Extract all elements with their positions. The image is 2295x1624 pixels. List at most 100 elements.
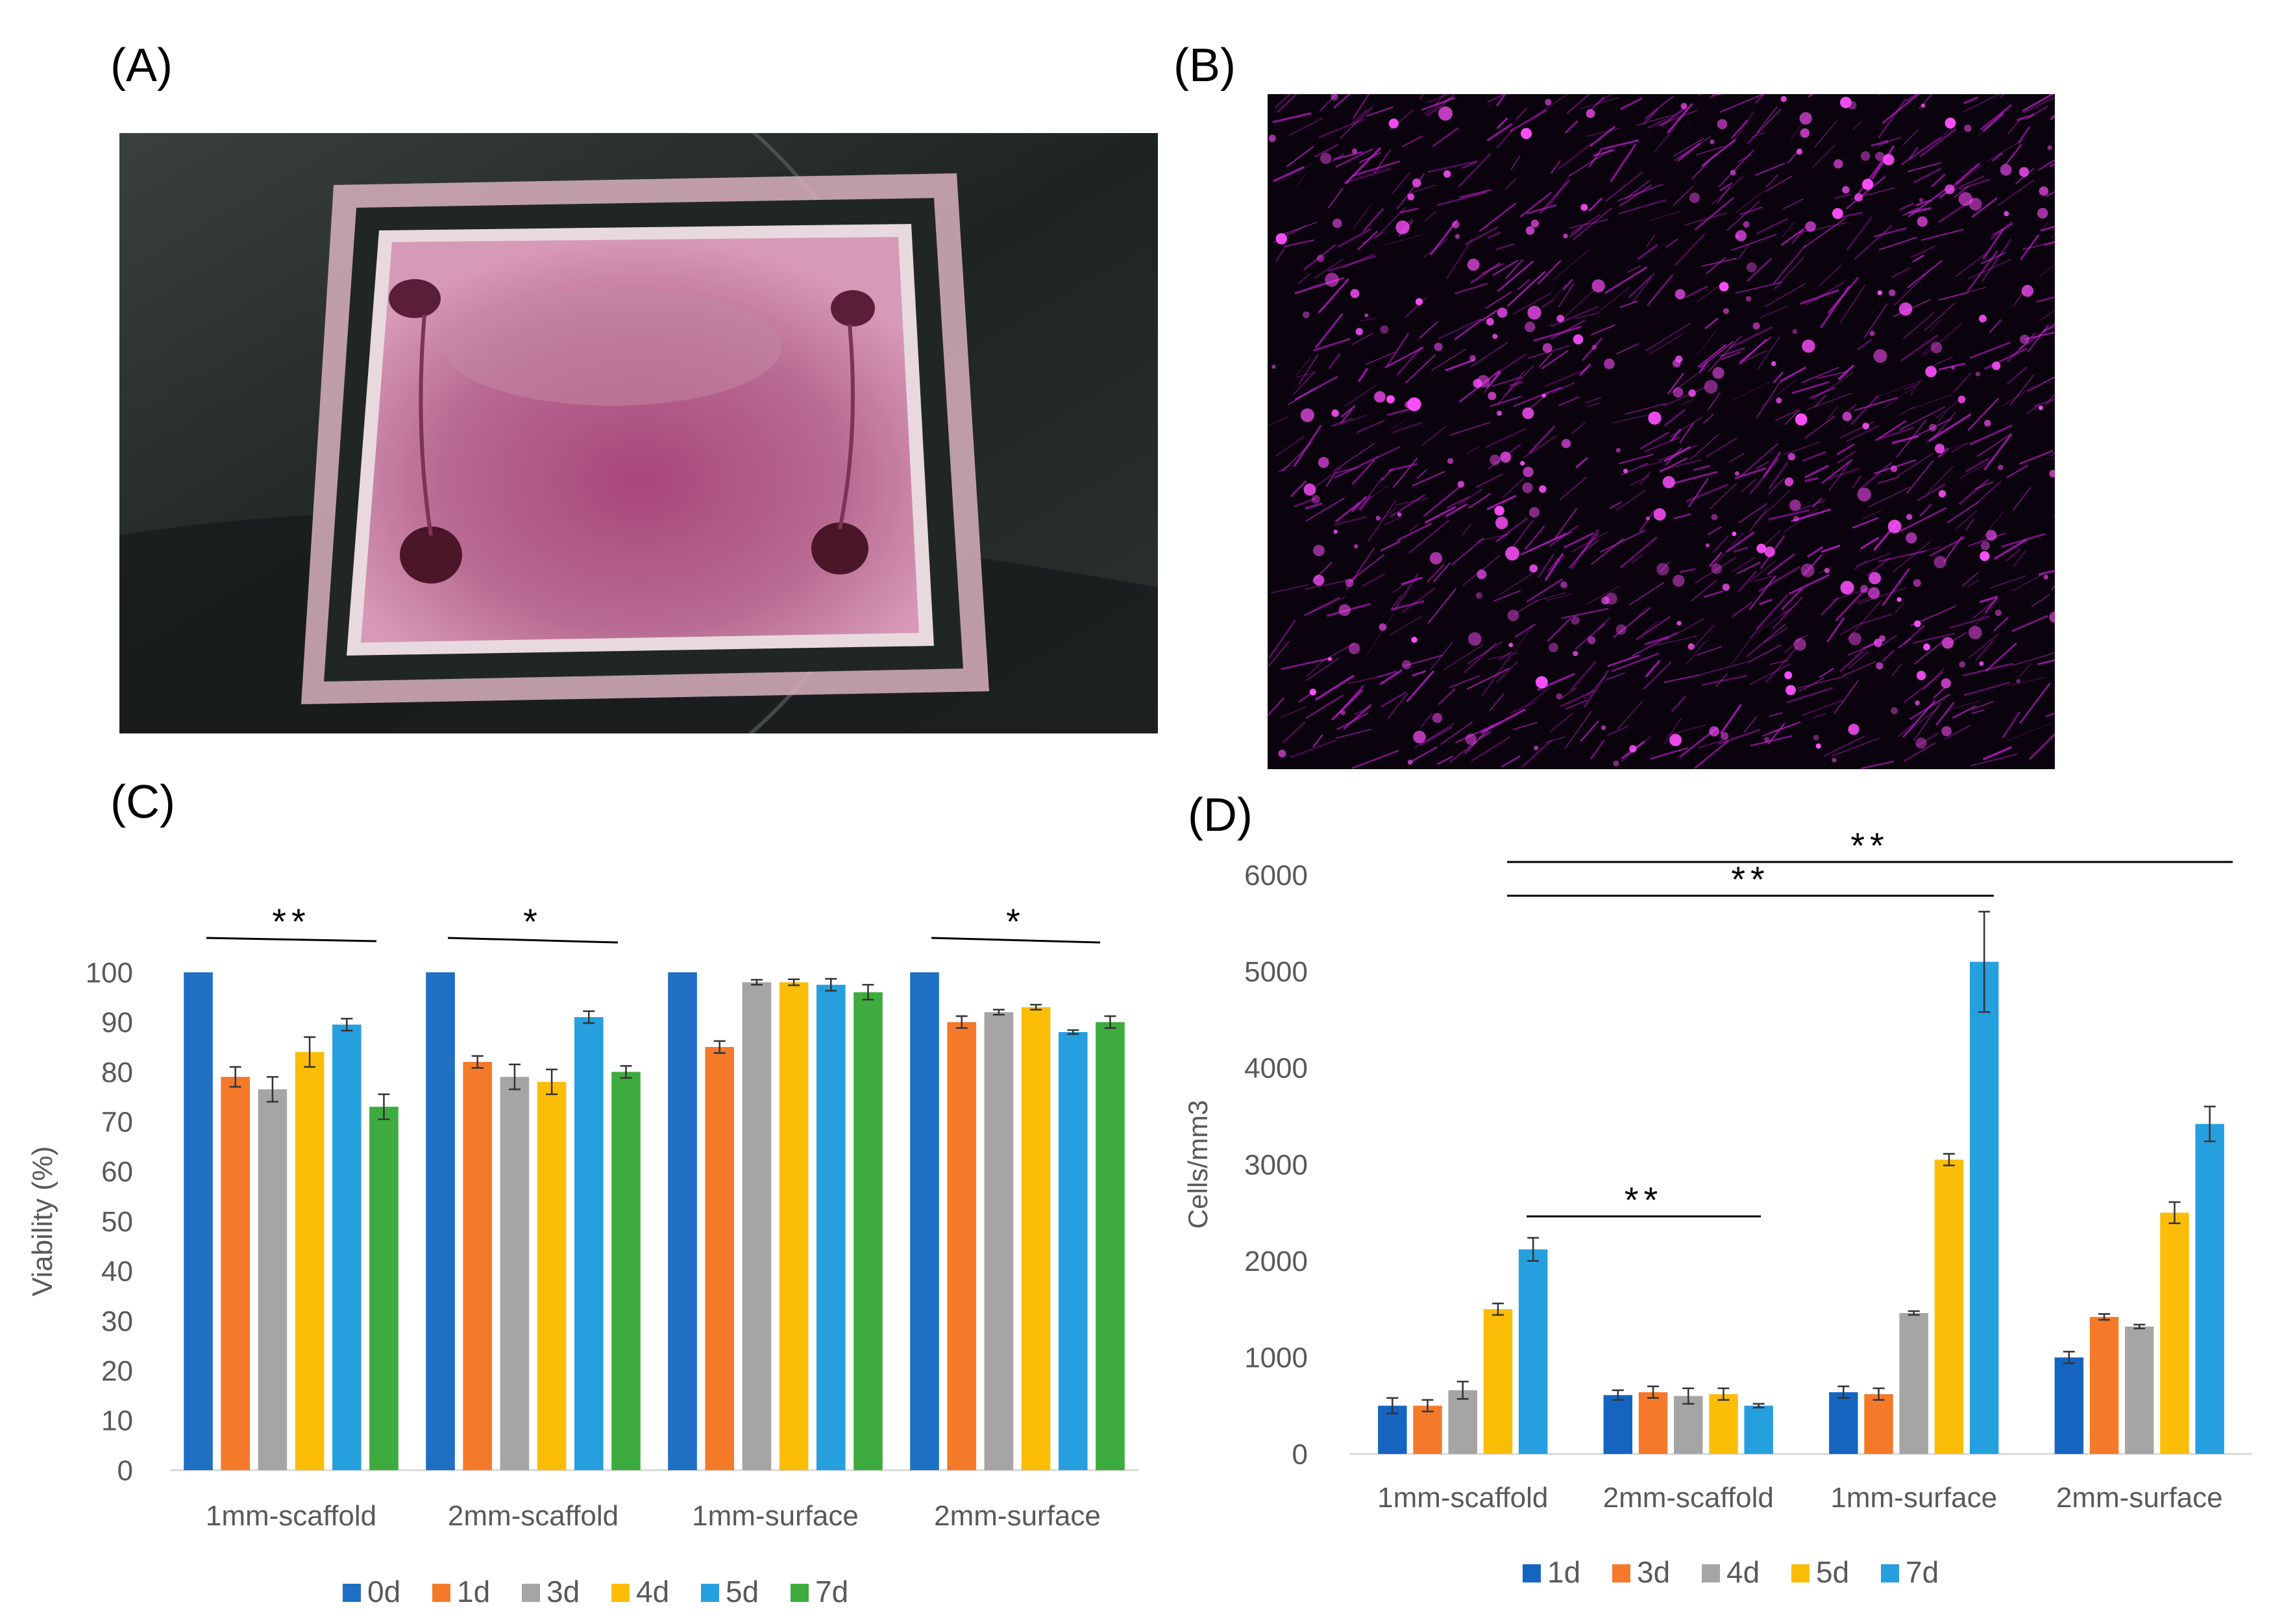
viability-significance-line [206, 937, 377, 942]
viability-bar-0d-2mm-surface [910, 972, 939, 1470]
density-legend-label-1d: 1d [1547, 1555, 1580, 1589]
density-y-tick-label: 3000 [1244, 1149, 1308, 1181]
density-bar-7d-1mm-surface [1969, 961, 1999, 1454]
density-errorbar-5d-1mm-surface [1943, 1153, 1955, 1166]
viability-bar-3d-2mm-surface [984, 1012, 1014, 1470]
viability-significance-marker: * [523, 901, 543, 942]
viability-legend-label-4d: 4d [636, 1575, 669, 1608]
panel-c-label: (C) [110, 776, 175, 828]
density-legend-swatch-7d [1881, 1564, 1899, 1582]
viability-bar-5d-2mm-surface [1058, 1032, 1088, 1470]
viability-legend-swatch-7d [791, 1584, 809, 1602]
viability-errorbar-4d-1mm-surface [788, 978, 800, 987]
viability-bar-3d-1mm-scaffold [258, 1089, 288, 1470]
viability-y-tick-label: 70 [101, 1107, 133, 1138]
viability-category-label: 2mm-surface [934, 1500, 1101, 1532]
density-legend-label-7d: 7d [1906, 1555, 1939, 1589]
panel-d-label: (D) [1188, 789, 1253, 841]
panel-a-label: (A) [110, 40, 173, 92]
viability-y-tick-label: 90 [101, 1007, 133, 1039]
density-bar-5d-1mm-scaffold [1483, 1309, 1513, 1454]
density-bar-4d-2mm-scaffold [1674, 1396, 1703, 1454]
viability-y-tick-label: 60 [101, 1156, 133, 1188]
density-category-label: 1mm-scaffold [1377, 1482, 1548, 1514]
viability-chart: Viability (%) 0 10 20 30 40 50 60 70 80 90 100 1mm-s… [27, 901, 1138, 1608]
density-bar-3d-2mm-scaffold [1638, 1392, 1668, 1454]
viability-errorbar-7d-2mm-scaffold [620, 1064, 632, 1079]
density-bar-7d-2mm-surface [2195, 1124, 2224, 1454]
viability-significance-marker: ** [272, 901, 311, 942]
viability-bar-4d-1mm-surface [779, 982, 809, 1470]
density-errorbar-5d-1mm-scaffold [1491, 1302, 1504, 1316]
viability-category-label: 2mm-scaffold [448, 1500, 619, 1532]
hole-bottom-left [400, 526, 462, 584]
viability-errorbar-3d-2mm-surface [992, 1009, 1005, 1016]
viability-errorbar-3d-2mm-scaffold [508, 1063, 521, 1090]
density-y-tick-label: 6000 [1244, 859, 1308, 891]
viability-legend-label-7d: 7d [815, 1575, 848, 1608]
viability-significance-marker: * [1006, 901, 1025, 942]
density-bar-4d-1mm-surface [1899, 1312, 1928, 1454]
viability-legend-label-3d: 3d [546, 1575, 580, 1608]
viability-significance-line [931, 937, 1101, 944]
viability-errorbar-4d-2mm-scaffold [546, 1068, 558, 1096]
density-legend-label-5d: 5d [1816, 1555, 1849, 1589]
density-errorbar-3d-2mm-scaffold [1647, 1385, 1660, 1399]
density-errorbar-5d-2mm-scaffold [1717, 1387, 1730, 1401]
viability-y-tick-label: 40 [101, 1256, 133, 1288]
viability-legend-swatch-0d [343, 1584, 361, 1602]
density-bar-5d-2mm-scaffold [1709, 1394, 1738, 1454]
viability-errorbar-5d-2mm-surface [1067, 1029, 1079, 1035]
viability-errorbar-3d-1mm-surface [750, 979, 763, 986]
density-y-tick-label: 5000 [1244, 956, 1308, 988]
density-y-tick-label: 0 [1292, 1438, 1308, 1470]
density-category-label: 1mm-surface [1830, 1482, 1997, 1514]
density-errorbar-1d-1mm-surface [1837, 1385, 1850, 1399]
viability-bar-4d-2mm-scaffold [537, 1081, 567, 1470]
viability-errorbar-7d-1mm-scaffold [378, 1093, 390, 1120]
viability-errorbar-1d-2mm-surface [955, 1015, 968, 1029]
cell-density-chart: Cells/mm3 0 1000 2000 3000 4000 5000 6000 1mm-sc… [1183, 825, 2252, 1589]
viability-y-tick-label: 100 [86, 957, 133, 989]
viability-errorbar-7d-1mm-surface [862, 983, 874, 1001]
viability-y-tick-label: 20 [101, 1355, 133, 1387]
viability-significance-line [447, 937, 619, 944]
panel-b-label: (B) [1173, 40, 1236, 92]
density-bar-4d-1mm-scaffold [1448, 1390, 1477, 1454]
viability-bar-5d-1mm-surface [816, 985, 846, 1470]
fluorescence-illustration [1268, 94, 2055, 769]
density-errorbar-4d-1mm-scaffold [1456, 1381, 1469, 1400]
density-bar-5d-1mm-surface [1934, 1159, 1964, 1454]
density-errorbar-1d-1mm-scaffold [1386, 1397, 1399, 1414]
viability-bar-3d-1mm-surface [742, 982, 772, 1470]
density-errorbar-1d-2mm-scaffold [1612, 1389, 1624, 1401]
viability-y-axis-label: Viability (%) [27, 1146, 58, 1296]
density-legend-swatch-5d [1791, 1564, 1810, 1582]
density-legend-label-4d: 4d [1726, 1555, 1760, 1589]
density-errorbar-4d-2mm-surface [2133, 1323, 2146, 1329]
density-bar-5d-2mm-surface [2160, 1212, 2189, 1454]
density-y-axis-label: Cells/mm3 [1183, 1100, 1213, 1229]
viability-bar-1d-1mm-surface [705, 1047, 735, 1470]
density-y-tick-label: 2000 [1244, 1246, 1308, 1277]
viability-bar-1d-2mm-scaffold [463, 1062, 493, 1470]
density-bar-7d-2mm-scaffold [1744, 1405, 1773, 1454]
viability-bar-0d-1mm-surface [668, 972, 697, 1470]
density-bar-4d-2mm-surface [2125, 1326, 2154, 1454]
viability-errorbar-3d-1mm-scaffold [266, 1076, 278, 1103]
viability-y-tick-label: 10 [101, 1405, 133, 1437]
density-category-label: 2mm-scaffold [1603, 1482, 1774, 1514]
viability-y-tick-label: 30 [101, 1305, 133, 1337]
viability-legend-label-5d: 5d [726, 1575, 759, 1608]
viability-y-tick-label: 80 [101, 1057, 133, 1089]
viability-errorbar-5d-1mm-scaffold [341, 1018, 353, 1031]
viability-errorbar-5d-1mm-surface [825, 978, 837, 992]
density-errorbar-7d-1mm-surface [1978, 911, 1991, 1013]
viability-y-tick-label: 50 [101, 1206, 133, 1238]
viability-errorbar-5d-2mm-scaffold [583, 1010, 595, 1024]
density-legend-swatch-3d [1612, 1564, 1630, 1582]
viability-bar-1d-1mm-scaffold [221, 1077, 251, 1470]
density-y-tick-label: 4000 [1244, 1053, 1308, 1085]
density-legend-label-3d: 3d [1637, 1555, 1670, 1589]
viability-category-label: 1mm-surface [692, 1500, 859, 1532]
